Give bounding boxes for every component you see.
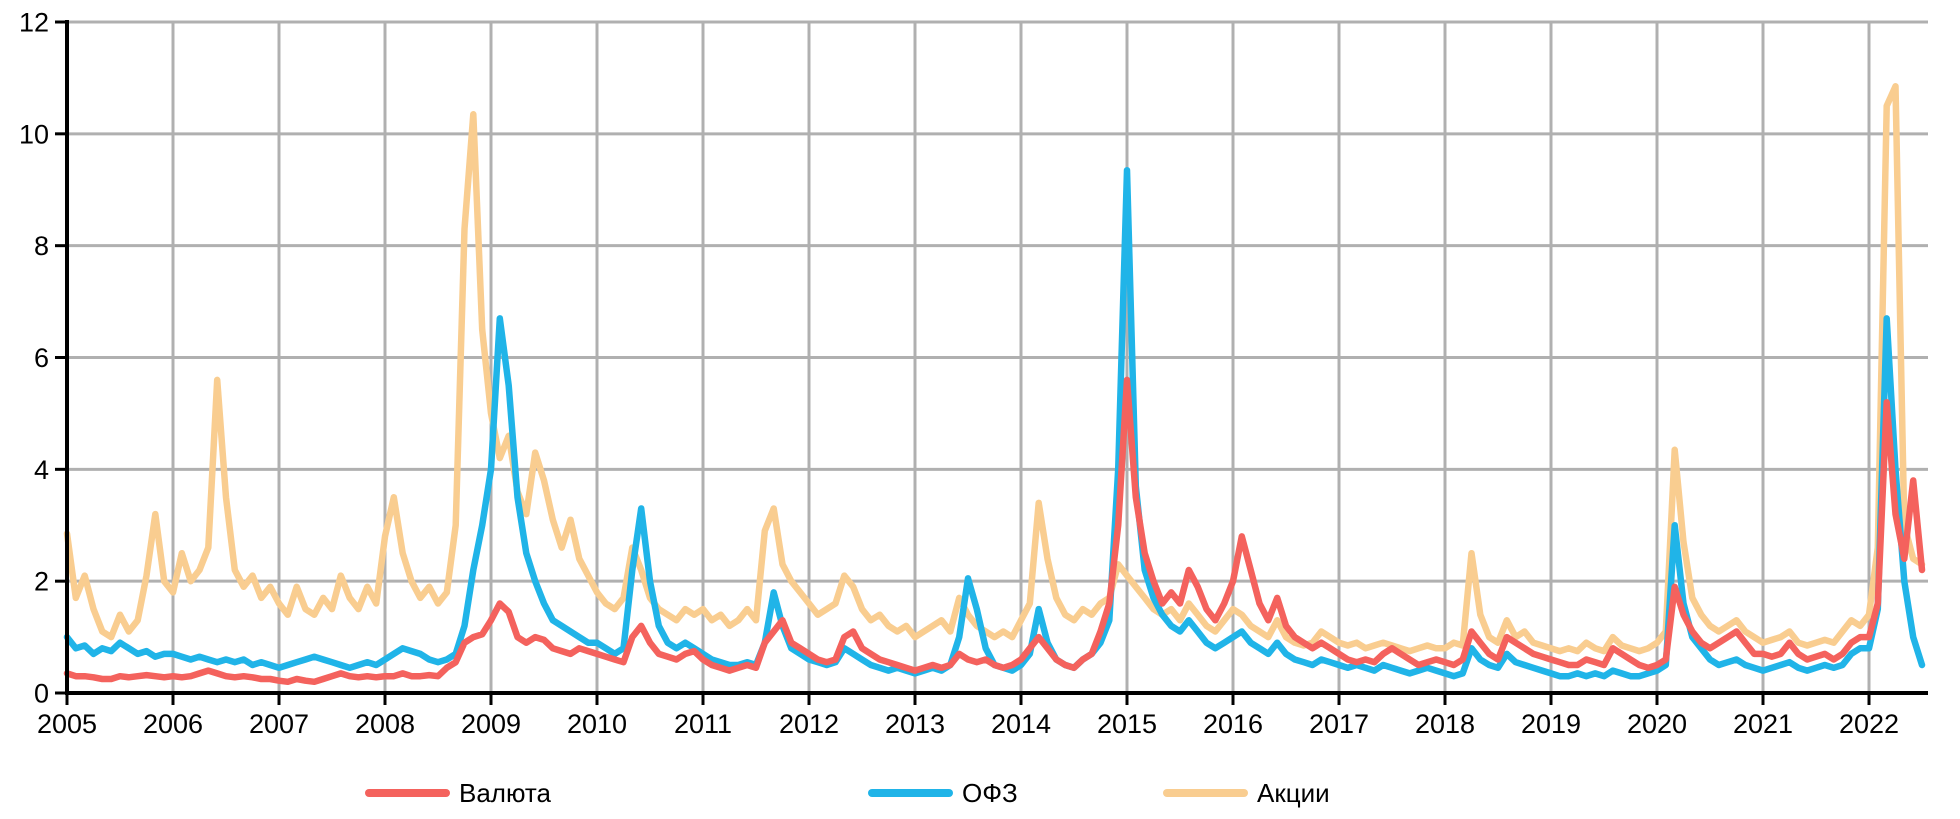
- x-tick-label: 2005: [37, 709, 97, 739]
- y-tick-label: 4: [34, 455, 49, 485]
- series-line-Валюта: [63, 376, 1926, 686]
- chart-legend: Валюта ОФЗ Акции: [0, 776, 1960, 810]
- legend-label-stocks: Акции: [1257, 778, 1330, 808]
- y-tick-label: 6: [34, 343, 49, 373]
- x-tick-label: 2015: [1097, 709, 1157, 739]
- series-line-Акции: [63, 83, 1926, 655]
- x-tick-label: 2010: [567, 709, 627, 739]
- legend-label-ofz: ОФЗ: [962, 778, 1018, 808]
- legend-label-currency: Валюта: [459, 778, 551, 808]
- x-tick-label: 2008: [355, 709, 415, 739]
- y-tick-label: 12: [19, 7, 49, 37]
- stocks-line-swatch: [1163, 789, 1248, 797]
- x-tick-label: 2009: [461, 709, 521, 739]
- y-tick-label: 2: [34, 567, 49, 597]
- y-tick-label: 0: [34, 678, 49, 708]
- x-tick-label: 2011: [674, 709, 732, 739]
- x-tick-label: 2020: [1627, 709, 1687, 739]
- x-tick-label: 2016: [1203, 709, 1263, 739]
- x-tick-label: 2014: [991, 709, 1051, 739]
- x-tick-label: 2012: [779, 709, 839, 739]
- y-tick-label: 10: [19, 119, 49, 149]
- x-tick-label: 2021: [1733, 709, 1793, 739]
- legend-item-stocks: Акции: [1163, 776, 1330, 810]
- x-tick-label: 2018: [1415, 709, 1475, 739]
- legend-item-currency: Валюта: [365, 776, 551, 810]
- x-tick-label: 2019: [1521, 709, 1581, 739]
- chart-canvas: 0 2 4 6 8 10 12 2005 2006 2007 2008 2009 2010 2011 201…: [19, 7, 1928, 739]
- x-tick-label: 2006: [143, 709, 203, 739]
- x-tick-label: 2017: [1309, 709, 1369, 739]
- x-tick-label: 2022: [1839, 709, 1899, 739]
- x-tick-label: 2013: [885, 709, 945, 739]
- x-tick-label: 2007: [249, 709, 309, 739]
- y-tick-label: 8: [34, 231, 49, 261]
- currency-line-swatch: [365, 789, 450, 797]
- legend-item-ofz: ОФЗ: [868, 776, 1018, 810]
- ofz-line-swatch: [868, 789, 953, 797]
